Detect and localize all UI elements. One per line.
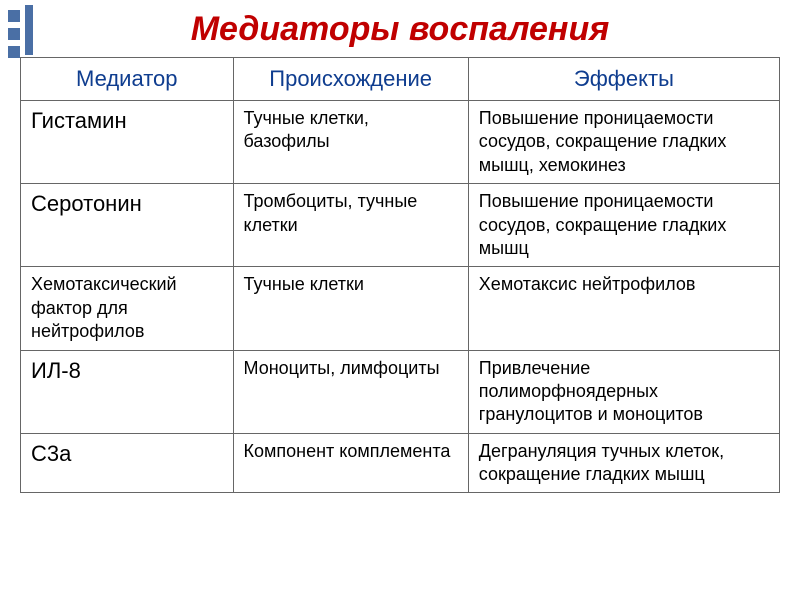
slide-decoration — [0, 0, 40, 70]
cell-origin: Тромбоциты, тучные клетки — [233, 184, 468, 267]
cell-origin: Компонент комплемента — [233, 433, 468, 493]
cell-mediator: Хемотаксический фактор для нейтрофилов — [21, 267, 234, 350]
cell-effects: Дегрануляция тучных клеток, сокращение г… — [468, 433, 779, 493]
cell-mediator: Серотонин — [21, 184, 234, 267]
table-row: Гистамин Тучные клетки, базофилы Повышен… — [21, 101, 780, 184]
page-title: Медиаторы воспаления — [20, 10, 780, 49]
mediators-table: Медиатор Происхождение Эффекты Гистамин … — [20, 57, 780, 493]
header-origin: Происхождение — [233, 58, 468, 101]
cell-mediator: ИЛ-8 — [21, 350, 234, 433]
cell-mediator: Гистамин — [21, 101, 234, 184]
table-row: С3а Компонент комплемента Дегрануляция т… — [21, 433, 780, 493]
cell-origin: Тучные клетки, базофилы — [233, 101, 468, 184]
header-mediator: Медиатор — [21, 58, 234, 101]
header-effects: Эффекты — [468, 58, 779, 101]
table-row: Хемотаксический фактор для нейтрофилов Т… — [21, 267, 780, 350]
cell-origin: Тучные клетки — [233, 267, 468, 350]
cell-effects: Хемотаксис нейтрофилов — [468, 267, 779, 350]
cell-effects: Повышение проницаемости сосудов, сокраще… — [468, 101, 779, 184]
cell-effects: Повышение проницаемости сосудов, сокраще… — [468, 184, 779, 267]
table-row: Серотонин Тромбоциты, тучные клетки Повы… — [21, 184, 780, 267]
cell-origin: Моноциты, лимфоциты — [233, 350, 468, 433]
table-row: ИЛ-8 Моноциты, лимфоциты Привлечение пол… — [21, 350, 780, 433]
table-header-row: Медиатор Происхождение Эффекты — [21, 58, 780, 101]
table-body: Гистамин Тучные клетки, базофилы Повышен… — [21, 101, 780, 493]
cell-effects: Привлечение полиморфноядерных гранулоцит… — [468, 350, 779, 433]
cell-mediator: С3а — [21, 433, 234, 493]
